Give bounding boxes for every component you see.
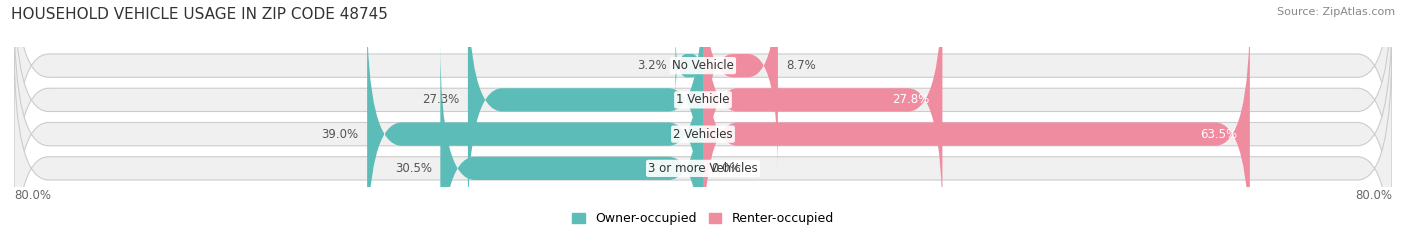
Text: 27.3%: 27.3%	[422, 93, 460, 106]
FancyBboxPatch shape	[703, 0, 942, 225]
FancyBboxPatch shape	[14, 0, 1392, 225]
Text: HOUSEHOLD VEHICLE USAGE IN ZIP CODE 48745: HOUSEHOLD VEHICLE USAGE IN ZIP CODE 4874…	[11, 7, 388, 22]
Text: 3.2%: 3.2%	[637, 59, 666, 72]
Text: 8.7%: 8.7%	[786, 59, 817, 72]
Text: 80.0%: 80.0%	[14, 189, 51, 202]
Text: Source: ZipAtlas.com: Source: ZipAtlas.com	[1277, 7, 1395, 17]
FancyBboxPatch shape	[675, 33, 703, 98]
Text: 1 Vehicle: 1 Vehicle	[676, 93, 730, 106]
Text: 80.0%: 80.0%	[1355, 189, 1392, 202]
Text: 30.5%: 30.5%	[395, 162, 432, 175]
Text: 3 or more Vehicles: 3 or more Vehicles	[648, 162, 758, 175]
Text: 63.5%: 63.5%	[1199, 128, 1237, 141]
FancyBboxPatch shape	[14, 0, 1392, 191]
FancyBboxPatch shape	[703, 9, 1250, 234]
Text: No Vehicle: No Vehicle	[672, 59, 734, 72]
FancyBboxPatch shape	[703, 0, 778, 173]
FancyBboxPatch shape	[440, 43, 703, 234]
Text: 2 Vehicles: 2 Vehicles	[673, 128, 733, 141]
FancyBboxPatch shape	[468, 0, 703, 225]
FancyBboxPatch shape	[367, 9, 703, 234]
Text: 39.0%: 39.0%	[322, 128, 359, 141]
FancyBboxPatch shape	[14, 43, 1392, 234]
FancyBboxPatch shape	[14, 9, 1392, 234]
Legend: Owner-occupied, Renter-occupied: Owner-occupied, Renter-occupied	[568, 207, 838, 230]
Text: 27.8%: 27.8%	[893, 93, 929, 106]
Text: 0.0%: 0.0%	[711, 162, 741, 175]
